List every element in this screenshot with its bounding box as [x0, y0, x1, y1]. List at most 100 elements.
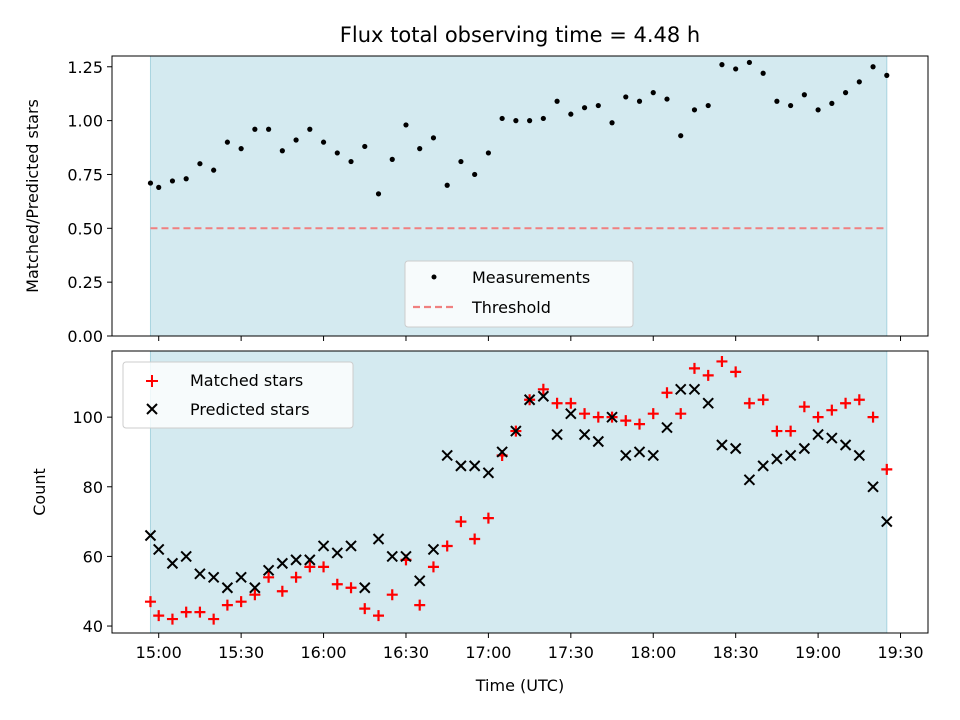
- predicted-star-point: [317, 540, 330, 552]
- matched-star-point: [537, 383, 549, 395]
- matched-star-point: [551, 397, 563, 409]
- legend-measurements-marker: [431, 274, 437, 280]
- predicted-star-point: [441, 449, 453, 462]
- matched-star-point: [427, 561, 439, 573]
- measurement-point: [307, 126, 313, 132]
- measurement-point: [581, 105, 588, 111]
- predicted-star-point: [152, 543, 165, 556]
- matched-star-point: [194, 606, 206, 618]
- predicted-star-point: [839, 439, 852, 451]
- measurement-point: [389, 156, 395, 162]
- measurement-point: [774, 98, 780, 104]
- predicted-star-point: [675, 383, 687, 396]
- bottom-legend-box: [122, 361, 354, 429]
- measurement-point: [444, 182, 450, 188]
- legend-matched-marker: [146, 375, 158, 387]
- predicted-star-point: [565, 407, 577, 420]
- matched-star-point: [730, 366, 742, 378]
- top-ytick-label: 0.00: [67, 327, 103, 346]
- matched-star-point: [386, 589, 398, 601]
- predicted-star-point: [414, 575, 426, 587]
- top-legend: Measurements Threshold: [404, 260, 634, 328]
- measurement-point: [540, 115, 546, 122]
- matched-star-point: [688, 362, 700, 374]
- bottom-xtick-label: 18:30: [713, 643, 759, 662]
- predicted-star-point: [578, 428, 591, 441]
- bottom-legend: Matched stars Predicted stars: [122, 361, 354, 429]
- measurement-point: [183, 176, 189, 182]
- bottom-panel: 40 60 80 100 15:00 15:30 16:00 16:30 17:00 17:30…: [30, 350, 929, 695]
- predicted-star-point: [798, 442, 811, 455]
- predicted-star-point: [510, 425, 522, 437]
- measurement-point: [430, 135, 437, 141]
- measurement-point: [375, 191, 382, 197]
- predicted-star-point: [400, 550, 412, 563]
- bottom-ytick-label: 80: [83, 478, 103, 497]
- predicted-star-point: [620, 449, 632, 462]
- measurement-point: [691, 107, 698, 113]
- measurement-point: [650, 90, 656, 96]
- bottom-ytick-label: 100: [72, 408, 103, 427]
- matched-star-point: [249, 589, 261, 601]
- matched-star-point: [318, 561, 330, 573]
- measurement-point: [760, 70, 766, 76]
- bottom-xtick-label: 15:00: [136, 643, 182, 662]
- predicted-star-point: [757, 460, 769, 472]
- matched-star-point: [263, 571, 275, 583]
- matched-star-point: [634, 418, 646, 430]
- matched-star-point: [180, 606, 192, 618]
- measurement-point: [609, 120, 615, 126]
- matched-star-point: [166, 613, 178, 625]
- matched-star-point: [414, 599, 426, 611]
- predicted-star-point: [345, 540, 357, 552]
- measurement-point: [842, 90, 849, 96]
- predicted-star-point: [304, 554, 316, 566]
- matched-star-point: [812, 411, 824, 423]
- bottom-xtick-label: 17:00: [465, 643, 511, 662]
- predicted-star-point: [716, 439, 728, 451]
- measurement-point: [334, 150, 340, 156]
- measurement-point: [664, 96, 670, 102]
- measurement-point: [147, 180, 154, 186]
- legend-threshold-label: Threshold: [471, 298, 551, 317]
- measurement-point: [527, 118, 533, 124]
- measurement-point: [417, 146, 423, 152]
- measurement-point: [224, 139, 230, 145]
- measurement-point: [829, 100, 835, 106]
- predicted-star-point: [180, 550, 192, 563]
- legend-measurements-label: Measurements: [472, 268, 590, 287]
- predicted-star-point: [144, 529, 157, 542]
- measurement-point: [320, 139, 327, 145]
- predicted-star-point: [482, 467, 495, 479]
- measurement-point: [678, 133, 684, 139]
- predicted-star-point: [455, 460, 467, 472]
- bottom-xtick-label: 18:00: [630, 643, 676, 662]
- bottom-xtick-label: 17:30: [548, 643, 594, 662]
- measurement-point: [252, 126, 258, 132]
- predicted-star-point: [537, 390, 550, 402]
- matched-star-point: [221, 599, 233, 611]
- measurement-point: [403, 122, 409, 128]
- measurement-point: [513, 118, 519, 124]
- measurement-point: [197, 161, 203, 167]
- predicted-star-point: [359, 582, 371, 594]
- predicted-star-point: [881, 515, 893, 528]
- predicted-star-point: [166, 557, 179, 570]
- matched-star-point: [757, 394, 769, 406]
- measurement-point: [815, 107, 821, 113]
- matched-star-point: [785, 425, 797, 437]
- predicted-star-point: [826, 432, 838, 444]
- bottom-xtick-label: 19:30: [877, 643, 923, 662]
- matched-star-point: [469, 533, 481, 545]
- predicted-star-point: [262, 564, 275, 577]
- predicted-star-point: [194, 568, 206, 580]
- measurement-point: [595, 102, 601, 109]
- measurement-point: [169, 178, 176, 184]
- measurement-point: [554, 98, 560, 104]
- matched-star-point: [743, 397, 755, 409]
- predicted-star-point: [523, 394, 536, 406]
- matched-star-point: [867, 411, 879, 423]
- predicted-star-point: [743, 474, 756, 486]
- measurement-point: [870, 64, 876, 70]
